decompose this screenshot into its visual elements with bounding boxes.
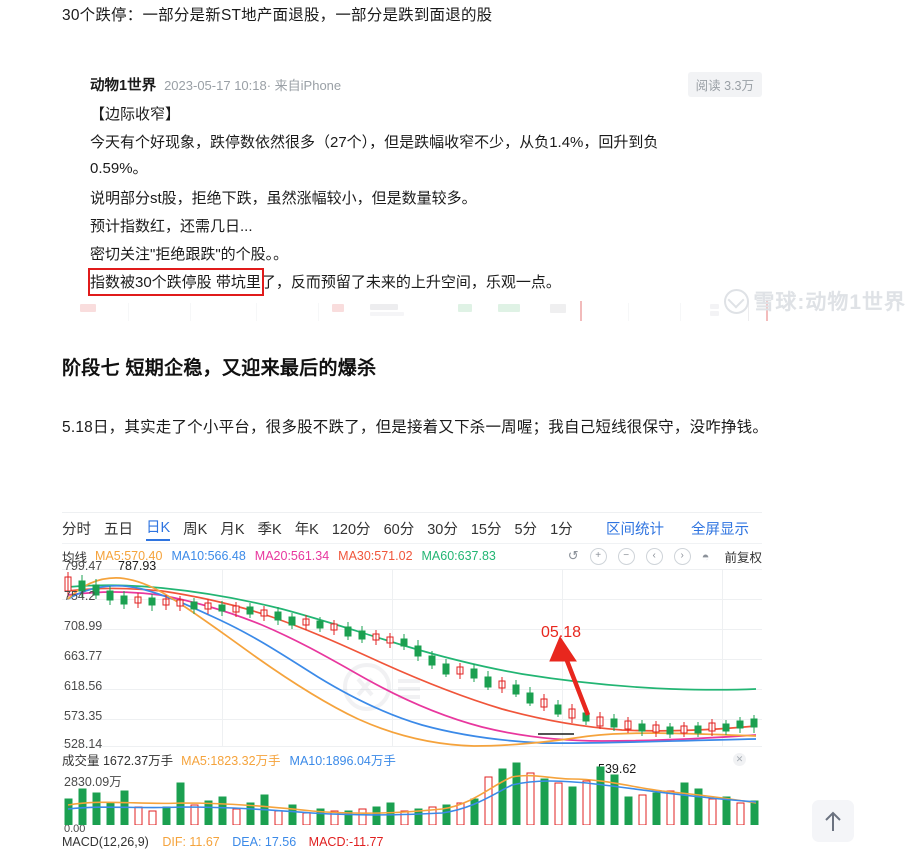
tab-1min[interactable]: 1分 xyxy=(550,521,573,538)
tab-60min[interactable]: 60分 xyxy=(383,521,415,538)
tab-5min[interactable]: 5分 xyxy=(514,521,538,538)
price-svg xyxy=(62,569,762,747)
volume-ma5: MA5:1823.32万手 xyxy=(181,753,281,768)
weibo-read-count-badge: 阅读 3.3万 xyxy=(687,72,762,97)
tab-yeark[interactable]: 年K xyxy=(294,521,319,538)
volume-ma5-line xyxy=(67,774,757,814)
tab-monthk[interactable]: 月K xyxy=(220,521,245,538)
post-table-strip xyxy=(80,300,780,324)
ytick-799: 799.47 xyxy=(64,559,103,573)
arrow-up-icon xyxy=(825,811,841,831)
tab-120min[interactable]: 120分 xyxy=(331,521,371,538)
ytick-663: 663.77 xyxy=(64,649,103,663)
adjust-mode-label[interactable]: 前复权 xyxy=(724,550,762,565)
weibo-line-4: 预计指数红，还需几日... xyxy=(90,218,253,235)
weibo-line-5: 密切关注"拒绝跟跌"的个股。。 xyxy=(90,246,289,263)
volume-bars xyxy=(64,762,759,825)
volume-pane[interactable] xyxy=(62,753,762,825)
annotation-date-label: 05.18 xyxy=(541,624,582,641)
tab-dayk[interactable]: 日K xyxy=(146,516,171,541)
zoom-out-icon[interactable]: − xyxy=(617,547,635,565)
article-lead-text: 30个跌停：一部分是新ST地产面退股，一部分是跌到面退的股 xyxy=(62,7,493,24)
undo-icon[interactable]: ↺ xyxy=(567,548,579,563)
kline-chart-widget: 分时 五日 日K 周K 月K 季K 年K 120分 60分 30分 15分 5分… xyxy=(62,512,762,849)
tab-quarterk[interactable]: 季K xyxy=(257,521,282,538)
ytick-754: 754.2 xyxy=(64,589,96,603)
weibo-post-screenshot: 动物1世界 2023-05-17 10:18· 来自iPhone 阅读 3.3万… xyxy=(62,62,762,322)
ytick-708: 708.99 xyxy=(64,619,103,633)
ma5-line xyxy=(67,577,757,747)
macd-dea: DEA: 17.56 xyxy=(232,835,297,849)
macd-legend-row: MACD(12,26,9) DIF: 11.67 DEA: 17.56 MACD… xyxy=(62,835,762,849)
price-pane[interactable] xyxy=(62,569,762,747)
weibo-line-2: 0.59%。 xyxy=(90,160,148,177)
xueqiu-watermark: 雪球:动物1世界 xyxy=(724,286,906,316)
section-heading: 阶段七 短期企稳，又迎来最后的爆杀 xyxy=(62,358,377,379)
ma-legend-row: 均线 MA5:570.40 MA10:566.48 MA20:561.34 MA… xyxy=(62,545,762,567)
ma30-legend: MA30:571.02 xyxy=(338,549,413,563)
macd-value: MACD:-11.77 xyxy=(308,835,384,849)
ma10-legend: MA10:566.48 xyxy=(171,549,246,563)
top-price-label: 787.93 xyxy=(118,559,157,573)
tab-fenshi[interactable]: 分时 xyxy=(62,521,91,538)
annotation-arrow xyxy=(549,635,591,716)
tab-30min[interactable]: 30分 xyxy=(427,521,458,538)
weibo-username: 动物1世界 xyxy=(90,78,157,94)
volume-label: 成交量 1672.37万手 xyxy=(62,753,174,768)
ma60-legend: MA60:637.83 xyxy=(421,549,496,563)
article-paragraph: 5.18日，其实走了个小平台，很多股不跌了，但是接着又下杀一周喔；我自己短线很保… xyxy=(62,419,769,436)
ma10-line xyxy=(67,584,757,745)
volume-ma10: MA10:1896.04万手 xyxy=(289,753,396,768)
ma60-line xyxy=(67,584,757,691)
weibo-line-0: 【边际收窄】 xyxy=(90,106,181,123)
close-volume-pane-icon[interactable]: ✕ xyxy=(733,753,746,766)
scroll-to-top-button[interactable] xyxy=(812,800,854,842)
prev-icon[interactable]: ‹ xyxy=(645,547,663,565)
measure-icon[interactable]: ◓ xyxy=(701,548,710,564)
tab-15min[interactable]: 15分 xyxy=(470,521,502,538)
ma20-line xyxy=(67,591,757,742)
watermark-text: 雪球:动物1世界 xyxy=(753,291,906,314)
tab-wuri[interactable]: 五日 xyxy=(104,521,133,538)
price-tag-label: 539.62 xyxy=(598,762,637,776)
next-icon[interactable]: › xyxy=(673,547,691,565)
range-statistics-link[interactable]: 区间统计 xyxy=(606,521,664,538)
macd-dif: DIF: 11.67 xyxy=(162,835,220,849)
red-highlight-box xyxy=(88,268,264,296)
candlestick-series xyxy=(64,572,758,738)
weibo-line-1: 今天有个好现象，跌停数依然很多（27个），但是跌幅收窄不少，从负1.4%，回升到… xyxy=(90,134,659,151)
weibo-timestamp: 2023-05-17 10:18· 来自iPhone xyxy=(164,78,342,93)
ytick-573: 573.35 xyxy=(64,709,103,723)
ma30-line xyxy=(67,587,757,732)
volume-ma10-line xyxy=(67,780,757,816)
volume-legend-row: 成交量 1672.37万手 MA5:1823.32万手 MA10:1896.04… xyxy=(62,751,762,768)
volume-bottom-value: 0.00 xyxy=(64,823,86,835)
volume-svg xyxy=(64,762,759,825)
weibo-line-6: 指数被30个跌停股 带坑里了，反而预留了未来的上升空间，乐观一点。 xyxy=(90,274,561,291)
period-tab-bar: 分时 五日 日K 周K 月K 季K 年K 120分 60分 30分 15分 5分… xyxy=(62,513,762,544)
xueqiu-logo-icon xyxy=(724,288,750,314)
ma20-legend: MA20:561.34 xyxy=(254,549,330,563)
ytick-618: 618.56 xyxy=(64,679,103,693)
ma5-legend: MA5:570.40 xyxy=(95,549,163,563)
tab-weekk[interactable]: 周K xyxy=(183,521,208,538)
chart-controls: ↺ + − ‹ › ◓ 前复权 xyxy=(568,547,762,566)
weibo-post-header: 动物1世界 2023-05-17 10:18· 来自iPhone xyxy=(90,74,341,95)
weibo-line-3: 说明部分st股，拒绝下跌，虽然涨幅较小，但是数量较多。 xyxy=(90,190,477,207)
ma-legend-label: 均线 xyxy=(62,550,88,565)
volume-top-value: 2830.09万 xyxy=(64,775,122,789)
ytick-528: 528.14 xyxy=(64,737,103,751)
zoom-in-icon[interactable]: + xyxy=(589,547,607,565)
fullscreen-link[interactable]: 全屏显示 xyxy=(691,521,749,538)
macd-title: MACD(12,26,9) xyxy=(62,835,149,849)
